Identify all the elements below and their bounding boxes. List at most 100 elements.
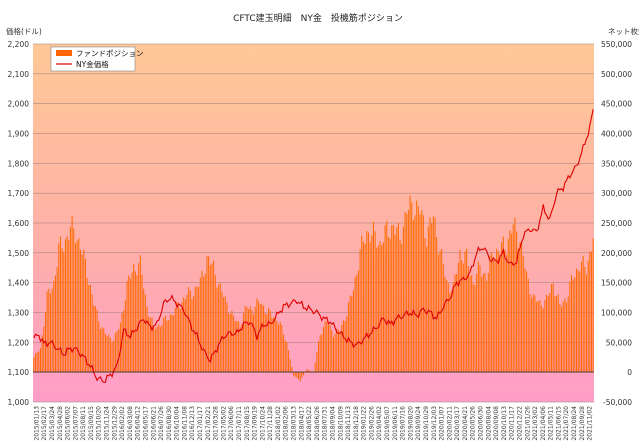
position-bar [216,287,218,373]
position-bar [339,331,341,373]
position-bar [417,206,419,373]
position-bar [506,255,508,373]
y-right-tick-label: 150,000 [601,279,632,288]
position-bar [585,274,588,373]
y-right-tick-label: 400,000 [601,130,632,139]
x-tick-label: 2021/09/28 [579,406,586,441]
position-bar [559,303,561,373]
x-tick-label: 2015/10/20 [96,406,103,441]
legend-label-bars: ファンドポジション [76,49,144,58]
position-bar [133,263,135,373]
position-bar [401,244,403,373]
x-tick-label: 2020/05/26 [470,406,477,441]
x-tick-label: 2020/06/30 [478,406,485,441]
position-bar [251,309,253,373]
position-bar [521,241,523,373]
position-bar [326,321,328,373]
position-bar [316,352,318,373]
position-bar [529,293,531,373]
y-axis-right: -50,000 0 50,000 100,000 150,000 200,000 250,0… [601,40,632,407]
x-tick-label: 2017/03/28 [213,406,220,441]
x-tick-label: 2017/08/15 [244,406,251,441]
position-bar [444,276,446,373]
position-bar [56,267,58,373]
position-bar [321,334,323,373]
position-bar [229,314,231,373]
position-bar [191,298,193,373]
position-bar [432,216,434,373]
x-tick-label: 2019/09/24 [415,406,422,441]
position-bar [324,321,326,373]
position-bar [283,334,285,373]
x-tick-label: 2018/10/09 [337,406,344,441]
position-bar [397,222,399,373]
position-bar [269,310,271,373]
position-bar [469,275,471,373]
position-bar [519,242,521,373]
position-bar [414,215,416,373]
position-bar [502,236,504,373]
y-left-tick-label: 1,800 [8,159,30,168]
position-bar [239,327,241,373]
position-bar [294,372,296,377]
position-bar [188,287,190,373]
position-bar [248,309,250,373]
position-bar [436,236,438,373]
position-bar [494,258,496,373]
position-bar [487,272,489,373]
x-tick-label: 2015/01/13 [33,406,40,441]
position-bar [399,239,401,373]
position-bar [377,245,379,373]
position-bar [49,293,51,373]
position-bar [233,315,235,373]
y-axis-left-label: 価格(ドル) [6,26,42,36]
position-bar [434,217,436,373]
position-bar [307,370,310,373]
position-bar [153,325,155,373]
position-bar [552,283,554,373]
position-bar [46,291,48,373]
position-bar [129,278,131,373]
y-left-tick-label: 2,000 [8,100,30,109]
position-bar [334,333,336,373]
x-tick-label: 2020/04/21 [462,406,469,441]
position-bar [419,214,421,373]
position-bar [96,309,98,373]
y-axis-right-label: ネット枚数 [608,26,639,36]
position-bar [109,337,111,373]
y-right-tick-label: 200,000 [601,249,632,258]
position-bar [512,224,514,373]
position-bar [489,255,491,373]
position-bar [123,310,125,373]
position-bar [319,335,321,373]
position-bar [298,372,300,380]
position-bar [466,248,468,373]
position-bar [54,275,56,373]
position-bar [213,260,215,373]
position-bar [184,299,186,373]
x-tick-label: 2020/01/07 [439,406,446,441]
x-tick-label: 2020/10/13 [501,406,508,441]
x-tick-label: 2018/04/17 [298,406,305,441]
position-bar [551,284,553,373]
position-bar [381,245,383,373]
x-tick-label: 2017/07/11 [236,406,243,441]
position-bar [516,231,518,373]
position-bar [382,242,384,373]
position-bar [416,200,418,373]
position-bar [507,239,509,373]
position-bar [476,273,478,373]
position-bar [322,326,324,373]
position-bar [499,254,501,373]
legend-label-line: NY金価格 [76,59,109,69]
y-left-tick-label: 1,600 [8,219,30,228]
x-tick-label: 2020/11/17 [509,406,516,441]
x-tick-label: 2016/05/17 [142,406,149,441]
position-bar [289,359,291,373]
x-tick-label: 2016/11/08 [181,406,188,441]
position-bar [173,315,175,373]
x-tick-label: 2017/06/06 [228,406,235,441]
position-bar [266,314,268,373]
position-bar [273,317,275,373]
position-bar [111,341,113,373]
